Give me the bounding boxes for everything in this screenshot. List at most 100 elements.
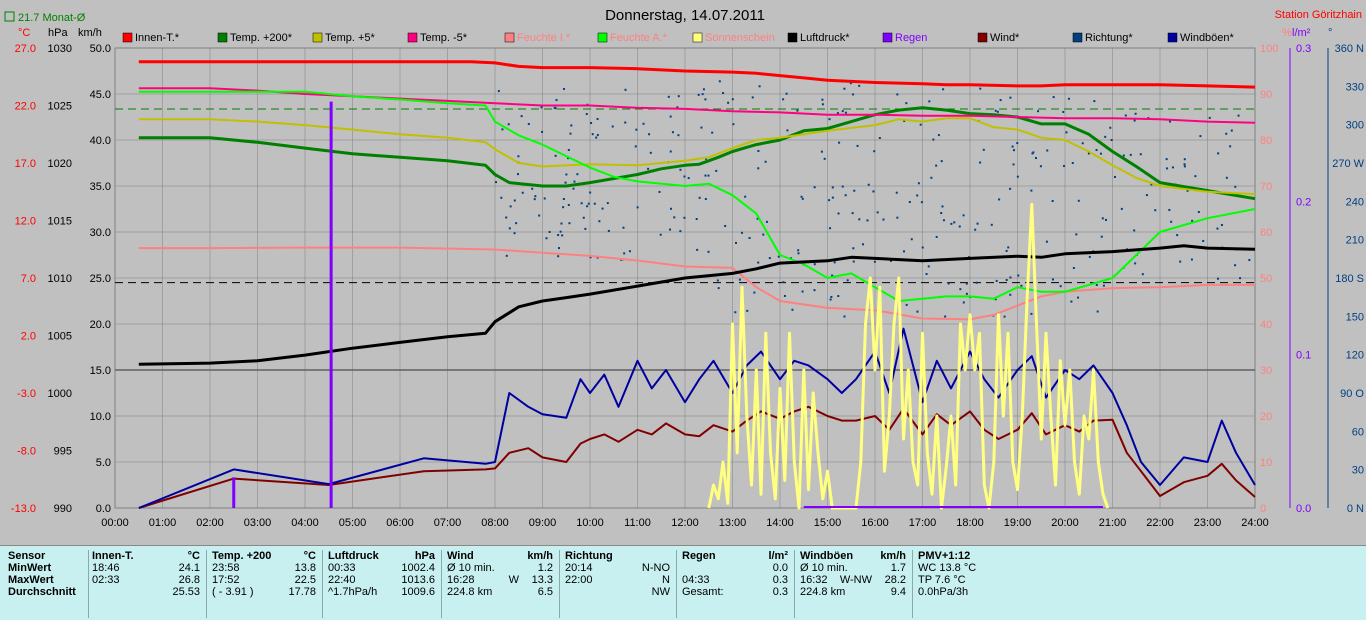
stat-row: 0.0hPa/3h <box>916 586 1026 598</box>
stat-cell: NW <box>651 586 670 598</box>
direction-point <box>497 90 500 93</box>
direction-point <box>1100 235 1103 238</box>
direction-point <box>573 180 576 183</box>
direction-point <box>1169 120 1172 123</box>
hpa-tick-label: 1025 <box>48 101 72 113</box>
direction-point <box>507 123 510 126</box>
stat-cell: N-NO <box>641 562 670 574</box>
direction-point <box>821 98 824 101</box>
celsius-tick-label: 2.0 <box>21 331 36 343</box>
direction-point <box>658 190 661 193</box>
stat-header: Temp. +200 °C <box>210 550 322 562</box>
direction-point <box>965 282 968 285</box>
stat-row: 18:46 24.1 <box>90 562 206 574</box>
direction-tick-label: 60 <box>1352 426 1364 438</box>
axes: 50.0 45.0 40.0 35.0 30.0 25.0 20.0 15.0 10.0 5.0 0… <box>11 43 1365 529</box>
stat-group: Luftdruck hPa 00:33 1002.4 22:40 1013.6 ^1.7hP… <box>326 550 442 618</box>
x-tick-label: 07:00 <box>434 517 462 529</box>
kmh-tick-label: 10.0 <box>90 411 111 423</box>
percent-tick-label: 30 <box>1260 365 1272 377</box>
stat-group: Regen l/m² 0.0 04:33 0.3 Gesamt: 0.3 <box>680 550 795 618</box>
stat-header: Luftdruck hPa <box>326 550 441 562</box>
x-tick-label: 22:00 <box>1146 517 1174 529</box>
direction-point <box>958 225 961 228</box>
direction-point <box>587 202 590 205</box>
stat-cell: 0.0 <box>772 562 788 574</box>
hpa-tick-label: 1010 <box>48 273 72 285</box>
direction-point <box>841 185 844 188</box>
direction-point <box>782 281 785 284</box>
direction-point <box>1202 239 1205 242</box>
direction-point <box>687 177 690 180</box>
stat-row: MaxWert <box>6 574 88 586</box>
direction-point <box>910 238 913 241</box>
direction-point <box>852 247 855 250</box>
direction-point <box>1030 189 1033 192</box>
direction-point <box>1052 96 1055 99</box>
direction-point <box>569 132 572 135</box>
direction-point <box>1183 158 1186 161</box>
direction-point <box>1186 189 1189 192</box>
direction-point <box>596 133 599 136</box>
stat-cell: 04:33 <box>682 574 710 586</box>
x-tick-label: 11:00 <box>624 517 651 529</box>
direction-point <box>813 186 816 189</box>
stat-cell: 16:28 <box>447 574 475 586</box>
legend-swatch <box>597 32 608 43</box>
stat-cell: 17:52 <box>212 574 240 586</box>
x-tick-label: 01:00 <box>149 517 177 529</box>
stat-cell: 28.2 <box>884 574 906 586</box>
x-tick-label: 13:00 <box>719 517 747 529</box>
direction-point <box>562 198 565 201</box>
direction-point <box>947 282 950 285</box>
direction-point <box>576 173 579 176</box>
direction-point <box>753 291 756 294</box>
direction-point <box>554 154 557 157</box>
kmh-tick-label: 20.0 <box>90 319 111 331</box>
direction-point <box>495 181 498 184</box>
direction-point <box>1071 162 1074 165</box>
direction-point <box>748 237 751 240</box>
direction-point <box>950 222 953 225</box>
legend: Innen-T.* Temp. +200* Temp. +5* Temp. -5* Fe… <box>122 32 1235 44</box>
direction-point <box>843 87 846 90</box>
direction-point <box>1110 138 1113 141</box>
direction-point <box>996 110 999 113</box>
direction-point <box>695 218 698 221</box>
direction-point <box>751 96 754 99</box>
direction-point <box>562 87 565 90</box>
direction-point <box>607 229 610 232</box>
series-temp-200 <box>138 106 1256 201</box>
direction-point <box>541 130 544 133</box>
hpa-tick-label: 1020 <box>48 158 72 170</box>
direction-point <box>994 298 997 301</box>
stat-group: Temp. +200 °C 23:58 13.8 17:52 22.5( - 3.91 )… <box>210 550 323 618</box>
direction-point <box>586 205 589 208</box>
direction-point <box>867 183 870 186</box>
stat-cell: 13.8 <box>294 562 316 574</box>
direction-point <box>1190 258 1193 261</box>
direction-point <box>1081 142 1084 145</box>
stat-cell: PMV+1:12 <box>918 550 971 562</box>
direction-point <box>882 218 885 221</box>
direction-point <box>701 93 704 96</box>
direction-point <box>959 288 962 291</box>
direction-point <box>1230 129 1233 132</box>
direction-point <box>1183 165 1186 168</box>
direction-point <box>1134 112 1137 115</box>
direction-point <box>1170 220 1173 223</box>
direction-point <box>1051 200 1054 203</box>
direction-point <box>744 195 747 198</box>
direction-unit: ° <box>1328 27 1332 39</box>
direction-point <box>843 315 846 318</box>
direction-point <box>705 157 708 160</box>
legend-label: Regen <box>895 32 927 44</box>
stat-row: 23:58 13.8 <box>210 562 322 574</box>
direction-point <box>831 274 834 277</box>
direction-tick-label: 240 <box>1346 196 1364 208</box>
direction-point <box>564 181 567 184</box>
direction-point <box>976 222 979 225</box>
stat-cell: 0.3 <box>772 574 788 586</box>
percent-tick-label: 70 <box>1260 181 1272 193</box>
direction-point <box>866 219 869 222</box>
